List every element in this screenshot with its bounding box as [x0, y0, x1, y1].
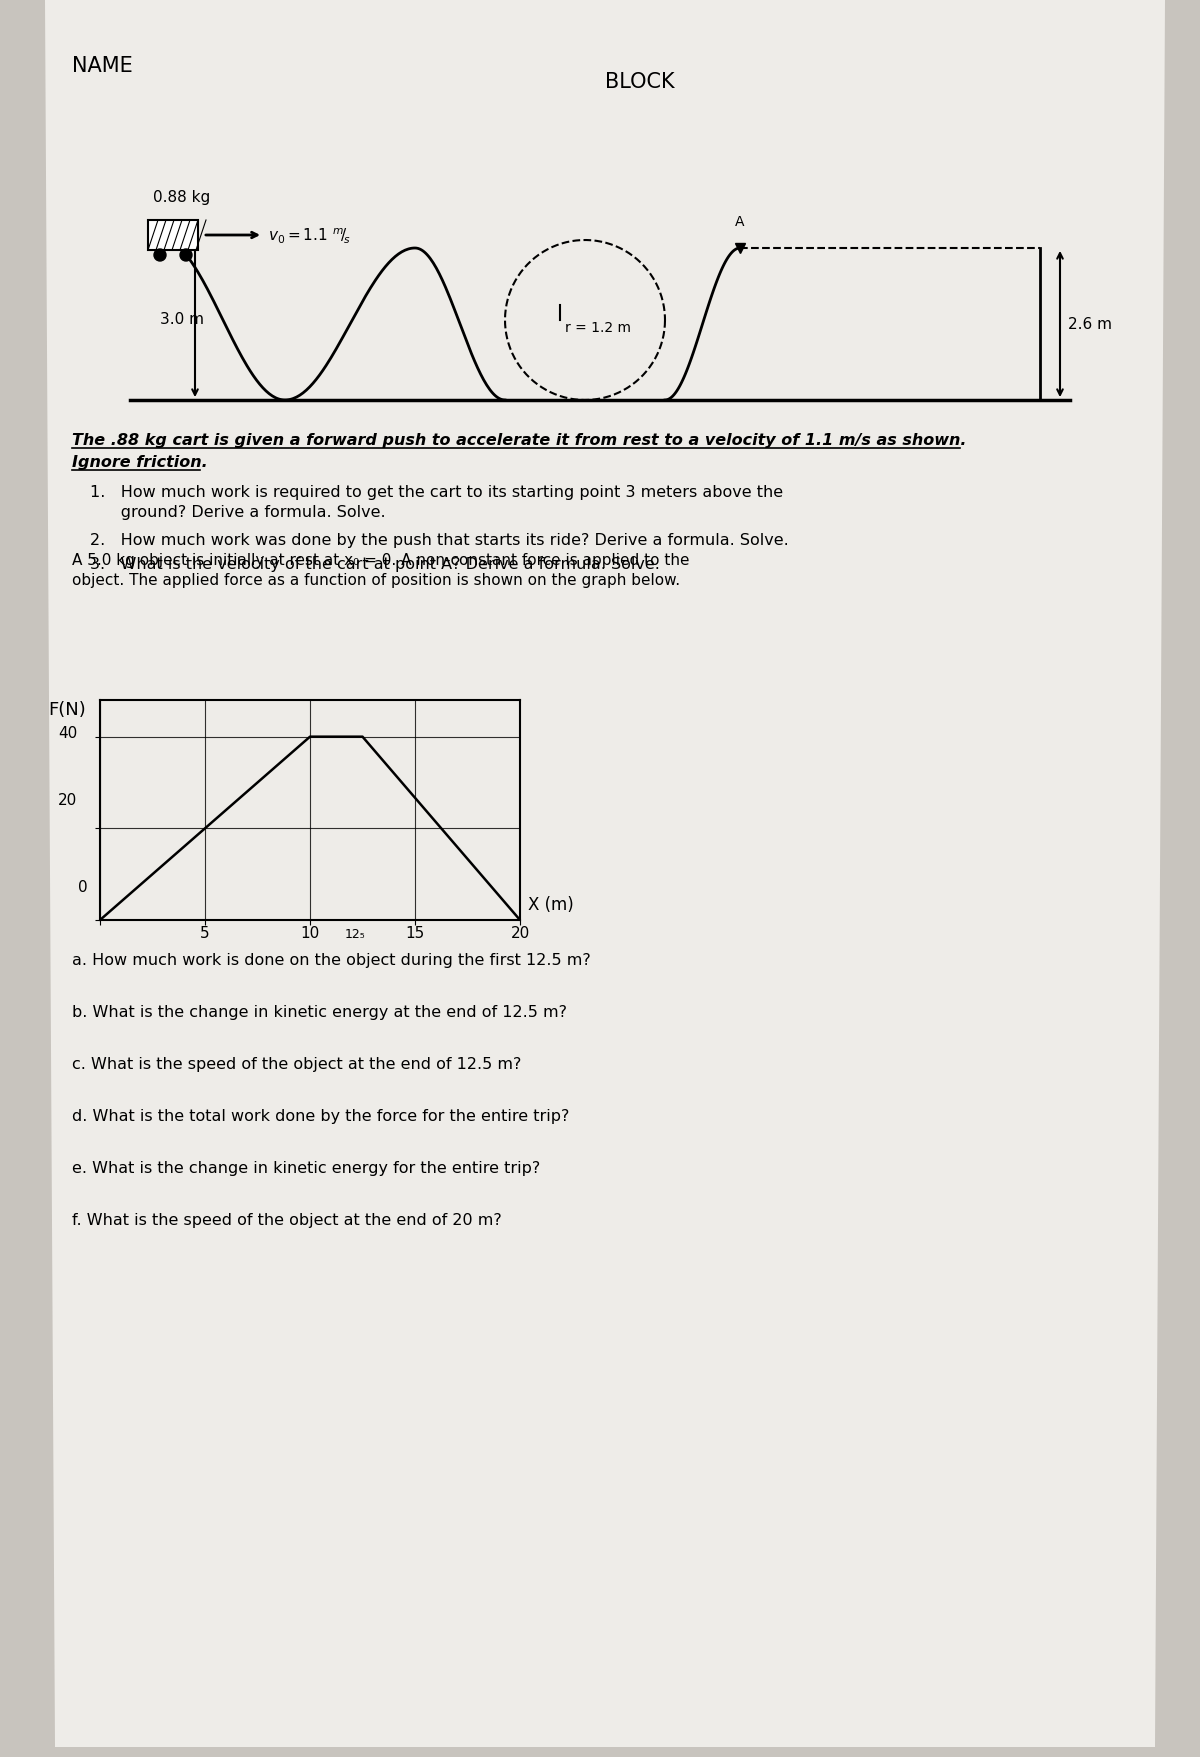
Text: b. What is the change in kinetic energy at the end of 12.5 m?: b. What is the change in kinetic energy … — [72, 1005, 568, 1021]
Text: c. What is the speed of the object at the end of 12.5 m?: c. What is the speed of the object at th… — [72, 1058, 521, 1072]
Text: F(N): F(N) — [48, 701, 85, 719]
Text: Ignore friction.: Ignore friction. — [72, 455, 208, 471]
Text: 20: 20 — [510, 926, 529, 942]
Text: ground? Derive a formula. Solve.: ground? Derive a formula. Solve. — [90, 504, 385, 520]
Text: f. What is the speed of the object at the end of 20 m?: f. What is the speed of the object at th… — [72, 1212, 502, 1228]
Text: 0: 0 — [78, 880, 88, 894]
Circle shape — [180, 249, 192, 262]
Text: 40: 40 — [58, 726, 77, 741]
Text: 20: 20 — [58, 792, 77, 808]
Text: 3.   What is the velocity of the cart at point A? Derive a formula. Solve.: 3. What is the velocity of the cart at p… — [90, 557, 660, 573]
Text: A: A — [736, 214, 745, 228]
Text: The .88 kg cart is given a forward push to accelerate it from rest to a velocity: The .88 kg cart is given a forward push … — [72, 432, 966, 448]
Text: BLOCK: BLOCK — [605, 72, 674, 91]
Text: 15: 15 — [406, 926, 425, 942]
Text: 12₅: 12₅ — [344, 928, 365, 942]
Text: a. How much work is done on the object during the first 12.5 m?: a. How much work is done on the object d… — [72, 952, 590, 968]
Text: object. The applied force as a function of position is shown on the graph below.: object. The applied force as a function … — [72, 573, 680, 589]
Text: e. What is the change in kinetic energy for the entire trip?: e. What is the change in kinetic energy … — [72, 1161, 540, 1175]
Text: $v_0 = 1.1\ ^m\!/\!_s$: $v_0 = 1.1\ ^m\!/\!_s$ — [268, 227, 350, 246]
Text: 2.6 m: 2.6 m — [1068, 316, 1112, 332]
Text: 5: 5 — [200, 926, 210, 942]
Bar — [148, 220, 198, 249]
Text: d. What is the total work done by the force for the entire trip?: d. What is the total work done by the fo… — [72, 1109, 569, 1124]
Text: 3.0 m: 3.0 m — [160, 313, 204, 327]
Text: X (m): X (m) — [528, 896, 574, 914]
Text: 10: 10 — [300, 926, 319, 942]
Text: 1.   How much work is required to get the cart to its starting point 3 meters ab: 1. How much work is required to get the … — [90, 485, 784, 501]
Circle shape — [154, 249, 166, 262]
Text: A 5.0 kg object is initially at rest at x₀ = 0. A non-constant force is applied : A 5.0 kg object is initially at rest at … — [72, 553, 690, 568]
Text: 0.88 kg: 0.88 kg — [154, 190, 210, 206]
Polygon shape — [46, 0, 1165, 1746]
Text: NAME: NAME — [72, 56, 133, 76]
Text: 2.   How much work was done by the push that starts its ride? Derive a formula. : 2. How much work was done by the push th… — [90, 532, 788, 548]
Text: r = 1.2 m: r = 1.2 m — [565, 322, 631, 336]
